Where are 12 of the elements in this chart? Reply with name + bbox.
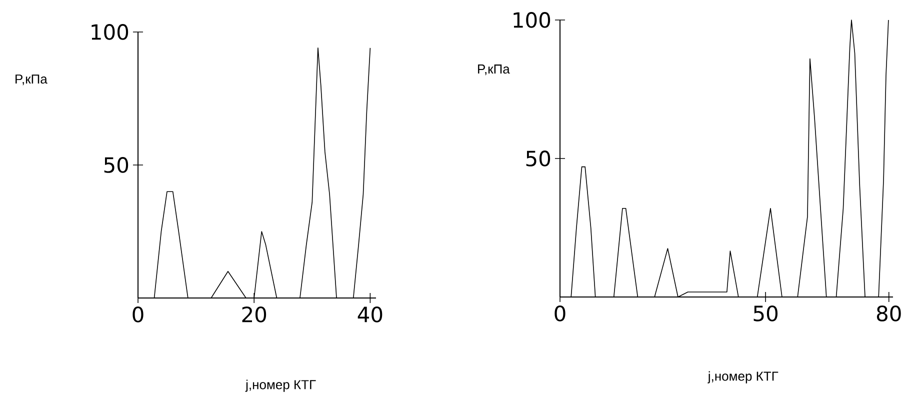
y-tick-label: 100 [92,24,128,40]
x-tick-label: 40 [358,306,382,322]
x-axis-title: j,номер КТГ [245,380,316,392]
x-tick-label: 80 [876,306,901,322]
x-axis-title: j,номер КТГ [708,371,778,384]
y-axis-title: P,кПа [16,74,48,86]
x-tick-label: 0 [132,306,144,322]
x-tick-label: 50 [754,306,778,322]
y-axis-title: P,кПа [478,64,510,76]
x-tick-label: 0 [554,306,566,322]
x-tick-label: 20 [242,306,266,322]
y-tick-label: 100 [514,12,550,28]
